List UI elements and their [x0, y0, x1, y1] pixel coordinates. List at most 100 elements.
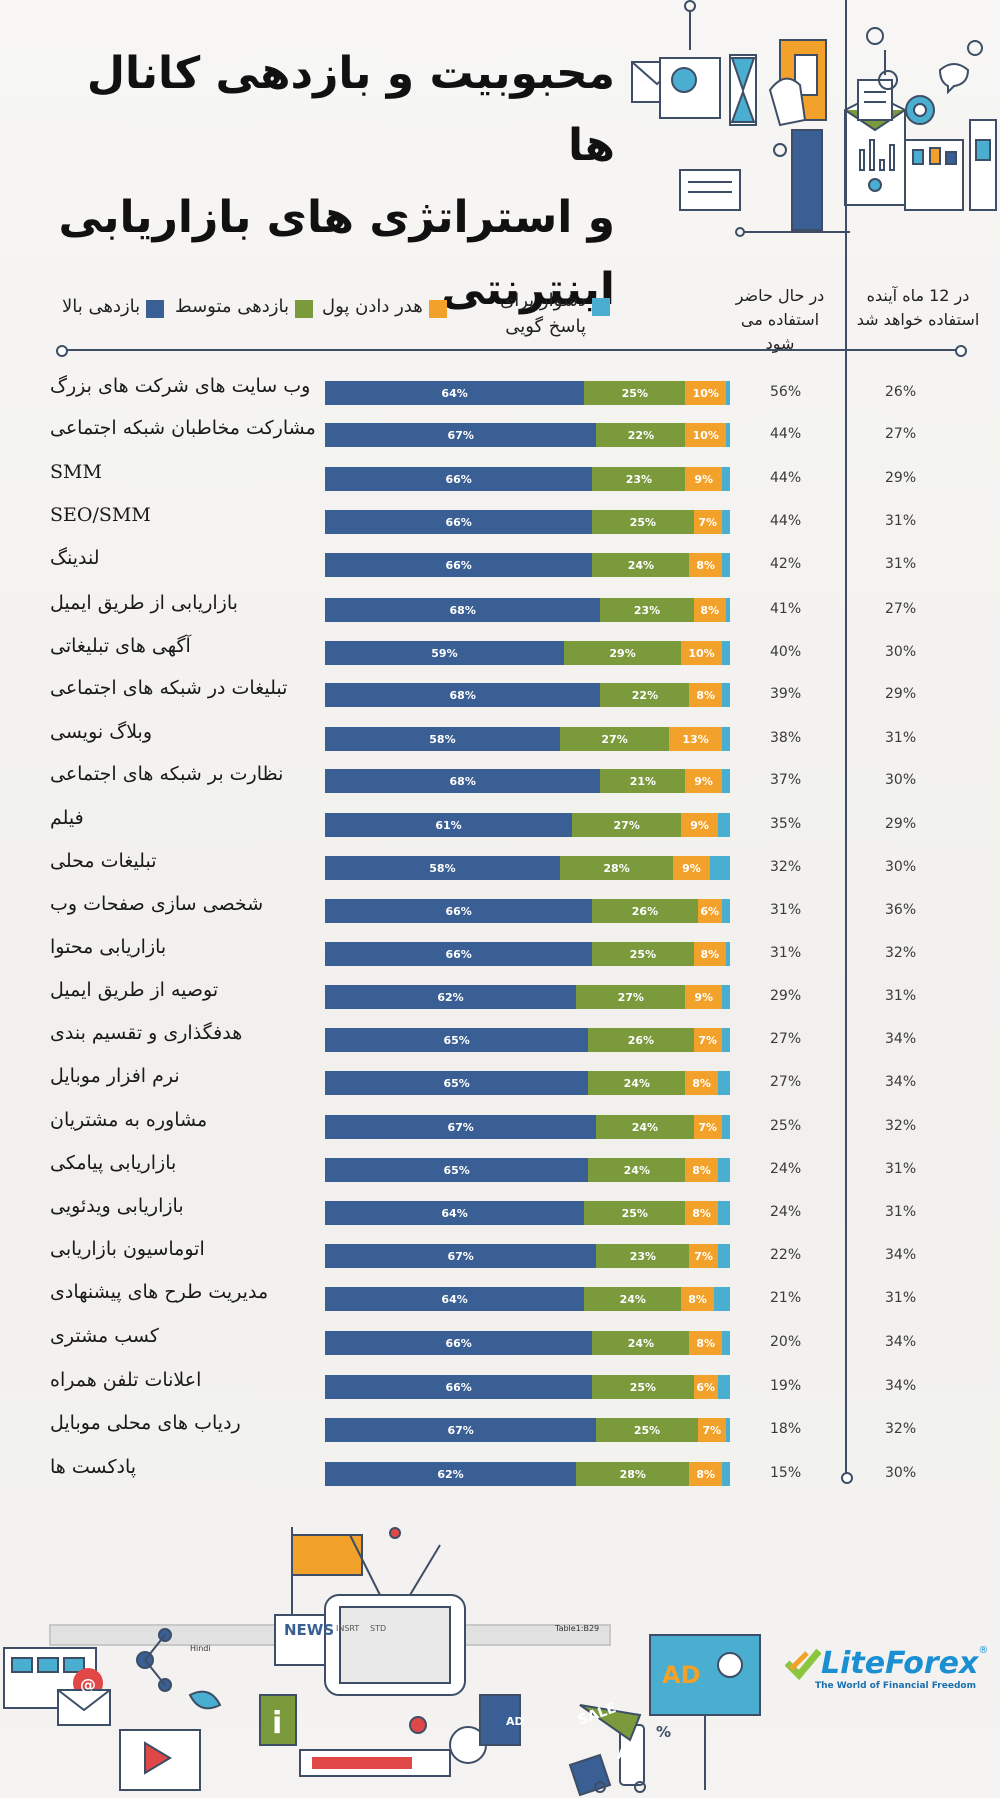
stacked-bar: 62% 27% 9% — [325, 985, 730, 1009]
bar-segment-label: 24% — [592, 553, 690, 577]
chart-row: شخصی سازی صفحات وب 66% 26% 6% 31% 36% — [0, 893, 1000, 925]
hindi-label: Hindi — [190, 1644, 211, 1653]
bar-segment-label: 7% — [689, 1244, 718, 1268]
future-usage-value: 30% — [885, 772, 917, 788]
bar-segment-label: 24% — [588, 1158, 686, 1182]
chart-row: وب سایت های شرکت های بزرگ 64% 25% 10% 56% 26% — [0, 375, 1000, 407]
bar-segment-label: 65% — [325, 1028, 589, 1052]
chart-row: بازاریابی محتوا 66% 25% 8% 31% 32% — [0, 936, 1000, 968]
bar-segment-label: 9% — [685, 769, 722, 793]
future-usage-value: 36% — [885, 902, 917, 918]
bar-segment-label: 23% — [600, 598, 694, 622]
current-usage-value: 32% — [770, 859, 802, 875]
chart-row: هدفگذاری و تقسیم بندی 65% 26% 7% 27% 34% — [0, 1022, 1000, 1054]
bar-segment-label: 8% — [681, 1287, 714, 1311]
future-usage-value: 32% — [885, 1118, 917, 1134]
bar-segment — [725, 598, 730, 622]
divider-dot-bottom — [841, 1472, 853, 1484]
legend-item-mid: بازدهی متوسط — [175, 296, 313, 318]
category-label: نرم افزار موبایل — [50, 1065, 180, 1087]
bar-segment-label: 22% — [600, 683, 690, 707]
stacked-bar: 62% 28% 8% — [325, 1462, 730, 1486]
bar-segment-label: 58% — [325, 856, 560, 880]
bar-segment-label: 62% — [325, 1462, 577, 1486]
current-usage-value: 27% — [770, 1031, 802, 1047]
current-usage-value: 20% — [770, 1334, 802, 1350]
legend-label-waste: هدر دادن پول — [322, 296, 423, 317]
stacked-bar: 58% 27% 13% — [325, 727, 730, 751]
bar-segment — [717, 1158, 730, 1182]
bar-segment — [721, 985, 730, 1009]
bar-segment-label: 68% — [325, 598, 601, 622]
bar-segment-label: 59% — [325, 641, 564, 665]
current-usage-value: 15% — [770, 1465, 802, 1481]
bar-segment-label: 25% — [592, 942, 694, 966]
chart-row: توصیه از طریق ایمیل 62% 27% 9% 29% 31% — [0, 979, 1000, 1011]
current-usage-value: 24% — [770, 1204, 802, 1220]
chart-row: تبلیغات در شبکه های اجتماعی 68% 22% 8% 39% 29… — [0, 677, 1000, 709]
chart-row: وبلاگ نویسی 58% 27% 13% 38% 31% — [0, 721, 1000, 753]
bar-segment-label: 9% — [673, 856, 710, 880]
category-label: فیلم — [50, 807, 84, 829]
current-usage-value: 31% — [770, 945, 802, 961]
bar-segment-label: 25% — [584, 1201, 686, 1225]
current-usage-value: 38% — [770, 730, 802, 746]
percent-label: % — [656, 1723, 671, 1741]
current-usage-value: 39% — [770, 686, 802, 702]
chart-row: نظارت بر شبکه های اجتماعی 68% 21% 9% 37% 30% — [0, 763, 1000, 795]
bar-segment — [717, 1071, 730, 1095]
chart-row: بازاریابی ویدئویی 64% 25% 8% 24% 31% — [0, 1195, 1000, 1227]
bar-segment — [721, 510, 731, 534]
bar-segment — [721, 1331, 730, 1355]
bar-segment-label: 64% — [325, 381, 585, 405]
future-usage-value: 34% — [885, 1247, 917, 1263]
bar-segment-label: 13% — [669, 727, 722, 751]
category-label: مشارکت مخاطبان شبکه اجتماعی — [50, 417, 316, 439]
bar-segment — [717, 813, 730, 837]
stacked-bar: 66% 25% 8% — [325, 942, 730, 966]
stacked-bar: 66% 25% 7% — [325, 510, 731, 534]
bar-segment-label: 64% — [325, 1201, 585, 1225]
chart-row: SEO/SMM 66% 25% 7% 44% 31% — [0, 504, 1000, 536]
bar-segment-label: 65% — [325, 1071, 589, 1095]
title-line-2: و استراتژی های بازاریابی — [58, 192, 615, 243]
chart-row: مشاوره به مشتریان 67% 24% 7% 25% 32% — [0, 1109, 1000, 1141]
legend-item-waste: هدر دادن پول — [322, 296, 447, 318]
bar-segment-label: 22% — [596, 423, 686, 447]
bar-segment-label: 68% — [325, 683, 601, 707]
chart-row: مدیریت طرح های پیشنهادی 64% 24% 8% 21% 31% — [0, 1281, 1000, 1313]
current-usage-value: 22% — [770, 1247, 802, 1263]
bar-segment-label: 8% — [689, 1462, 722, 1486]
category-label: کسب مشتری — [50, 1325, 159, 1347]
bar-segment-label: 8% — [685, 1071, 718, 1095]
current-usage-value: 37% — [770, 772, 802, 788]
chart-row: فیلم 61% 27% 9% 35% 29% — [0, 807, 1000, 839]
category-label: ردیاب های محلی موبایل — [50, 1412, 241, 1434]
stacked-bar: 68% 22% 8% — [325, 683, 730, 707]
bar-segment-label: 8% — [689, 1331, 722, 1355]
bar-segment-label: 66% — [325, 510, 593, 534]
bar-segment-label: 29% — [563, 641, 682, 665]
future-usage-value: 34% — [885, 1031, 917, 1047]
bar-segment-label: 23% — [596, 1244, 690, 1268]
bar-segment-label: 9% — [681, 813, 718, 837]
stacked-bar: 65% 26% 7% — [325, 1028, 731, 1052]
bar-segment-label: 8% — [693, 598, 726, 622]
current-usage-value: 44% — [770, 470, 802, 486]
legend-item-hard: دشوار برای پاسخ گویی — [460, 288, 610, 340]
stacked-bar: 65% 24% 8% — [325, 1158, 730, 1182]
legend-swatch-hard — [592, 298, 610, 316]
bar-segment-label: 25% — [592, 1375, 694, 1399]
category-label: هدفگذاری و تقسیم بندی — [50, 1022, 243, 1044]
stacked-bar: 68% 23% 8% — [325, 598, 730, 622]
stacked-bar: 67% 24% 7% — [325, 1115, 730, 1139]
bar-segment — [725, 942, 730, 966]
column-header-now: در حال حاضر استفاده می شود — [735, 286, 825, 353]
bar-segment-label: 24% — [596, 1115, 694, 1139]
bar-segment-label: 62% — [325, 985, 577, 1009]
bar-segment-label: 8% — [689, 683, 722, 707]
future-usage-value: 27% — [885, 426, 917, 442]
category-label: توصیه از طریق ایمیل — [50, 979, 219, 1001]
future-usage-value: 31% — [885, 1161, 917, 1177]
future-usage-value: 34% — [885, 1074, 917, 1090]
